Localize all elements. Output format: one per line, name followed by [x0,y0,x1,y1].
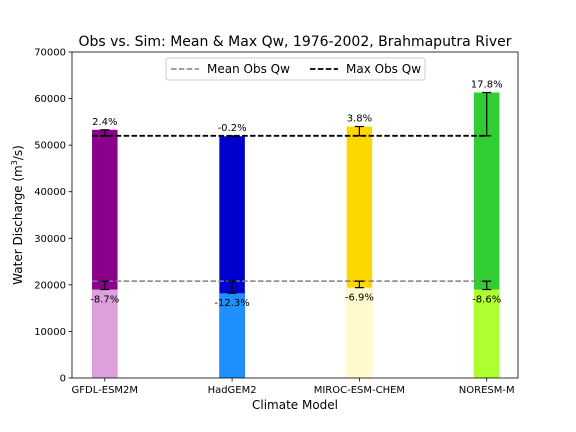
bar-label-max-3: 17.8% [471,80,503,91]
error-bar-mean-0 [100,280,110,291]
error-bar-mean-2 [354,280,364,289]
bar-label-max-2: 3.8% [347,114,372,125]
legend-label-1: Max Obs Qw [346,62,421,76]
bar-label-mean-0: -8.7% [90,295,119,306]
y-tick-label-1: 10000 [34,327,66,338]
bar-mean-1 [219,293,245,378]
plot-frame [71,51,519,379]
plot-area: 2.4% -8.7% -0.2% -12.3% 3.8% -6.9% 17.8% -8.6% [90,80,503,378]
y-tick-label-2: 20000 [34,280,66,291]
bar-label-max-0: 2.4% [92,117,117,128]
y-tick-label-3: 30000 [34,234,66,245]
bar-label-max-1: -0.2% [218,123,247,134]
y-tick-label-7: 70000 [34,48,66,59]
error-bar-max-0 [100,129,110,137]
bar-mean-2 [346,287,373,378]
y-tick-label-6: 60000 [34,94,66,105]
error-bar-mean-3 [482,280,492,291]
error-bar-max-2 [354,125,364,137]
x-tick-label-2: MIROC-ESM-CHEM [314,385,405,396]
error-bar-mean-1 [227,280,237,294]
bar-label-mean-1: -12.3% [214,298,249,309]
bar-label-mean-2: -6.9% [345,293,374,304]
legend-label-0: Mean Obs Qw [207,62,290,76]
x-tick-label-3: NORESM-M [459,385,515,396]
y-tick-label-4: 40000 [34,187,66,198]
bar-label-mean-3: -8.6% [472,295,501,306]
chart-title: Obs vs. Sim: Mean & Max Qw, 1976-2002, B… [79,34,512,50]
bar-mean-0 [92,289,118,378]
bar-mean-3 [473,289,500,378]
legend-frame [165,57,426,81]
y-axis: 0 10000 20000 30000 40000 50000 60000 70000 [34,48,72,385]
legend: Mean Obs Qw Max Obs Qw [165,57,426,81]
x-tick-label-0: GFDL-ESM2M [72,385,139,396]
x-axis: GFDL-ESM2M HadGEM2 MIROC-ESM-CHEM NORESM-M [72,378,515,396]
x-axis-label: Climate Model [252,398,338,412]
y-tick-label-0: 0 [60,374,66,385]
error-bar-max-3 [482,91,492,137]
y-tick-label-5: 50000 [34,141,66,152]
x-tick-label-1: HadGEM2 [208,385,257,396]
y-axis-label: Water Discharge (m3/s) [10,145,25,285]
